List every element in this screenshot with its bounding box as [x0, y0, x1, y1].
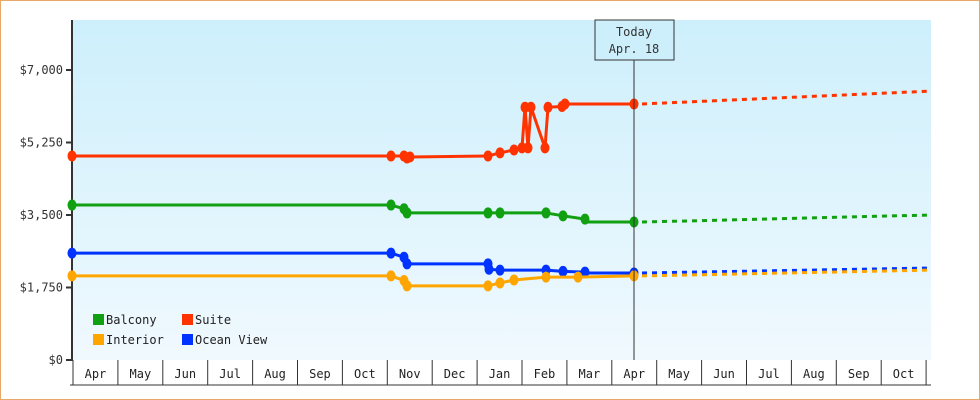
legend-swatch — [182, 334, 193, 345]
y-tick-label: $5,250 — [20, 136, 63, 150]
x-tick-label: Nov — [399, 367, 421, 381]
x-tick-label: Jun — [174, 367, 196, 381]
x-tick-label: Aug — [803, 367, 825, 381]
today-label: Today — [616, 25, 652, 39]
legend-label: Suite — [195, 313, 231, 327]
plot-area — [72, 20, 931, 360]
x-tick-label: Dec — [444, 367, 466, 381]
series-layer — [67, 89, 931, 292]
y-axis: $0 $1,750 $3,500 $5,250 $7,000 — [20, 20, 73, 367]
series-ocean-view — [67, 247, 931, 279]
x-tick-label: Sep — [309, 367, 331, 381]
series-interior — [67, 268, 931, 292]
today-marker: Today Apr. 18 — [594, 19, 675, 360]
x-tick-label: Sep — [848, 367, 870, 381]
y-tick-label: $1,750 — [20, 281, 63, 295]
x-tick-label: Jun — [713, 367, 735, 381]
x-tick-label: Mar — [579, 367, 601, 381]
x-tick-label: Apr — [623, 367, 645, 381]
x-tick-label: Apr — [85, 367, 107, 381]
today-date: Apr. 18 — [609, 42, 660, 56]
series-suite — [67, 89, 931, 164]
x-tick-label: Jan — [489, 367, 511, 381]
x-tick-label: Oct — [893, 367, 915, 381]
legend-label: Balcony — [106, 313, 157, 327]
x-tick-label: Jul — [758, 367, 780, 381]
x-tick-label: Aug — [264, 367, 286, 381]
legend-swatch — [93, 314, 104, 325]
x-axis: Apr May Jun Jul Aug Sep Oct Nov Dec Jan Feb Mar Apr M… — [70, 360, 931, 386]
x-tick-label: Jul — [219, 367, 241, 381]
series-balcony — [67, 199, 931, 228]
legend-swatch — [182, 314, 193, 325]
x-tick-label: Feb — [534, 367, 556, 381]
x-tick-label: May — [668, 367, 690, 381]
legend: Balcony Suite Interior Ocean View — [93, 313, 268, 347]
y-tick-label: $7,000 — [20, 63, 63, 77]
x-tick-label: Oct — [354, 367, 376, 381]
legend-label: Ocean View — [195, 333, 268, 347]
y-tick-label: $0 — [49, 353, 63, 367]
legend-label: Interior — [106, 333, 164, 347]
y-tick-label: $3,500 — [20, 208, 63, 222]
legend-swatch — [93, 334, 104, 345]
x-tick-label: May — [130, 367, 152, 381]
